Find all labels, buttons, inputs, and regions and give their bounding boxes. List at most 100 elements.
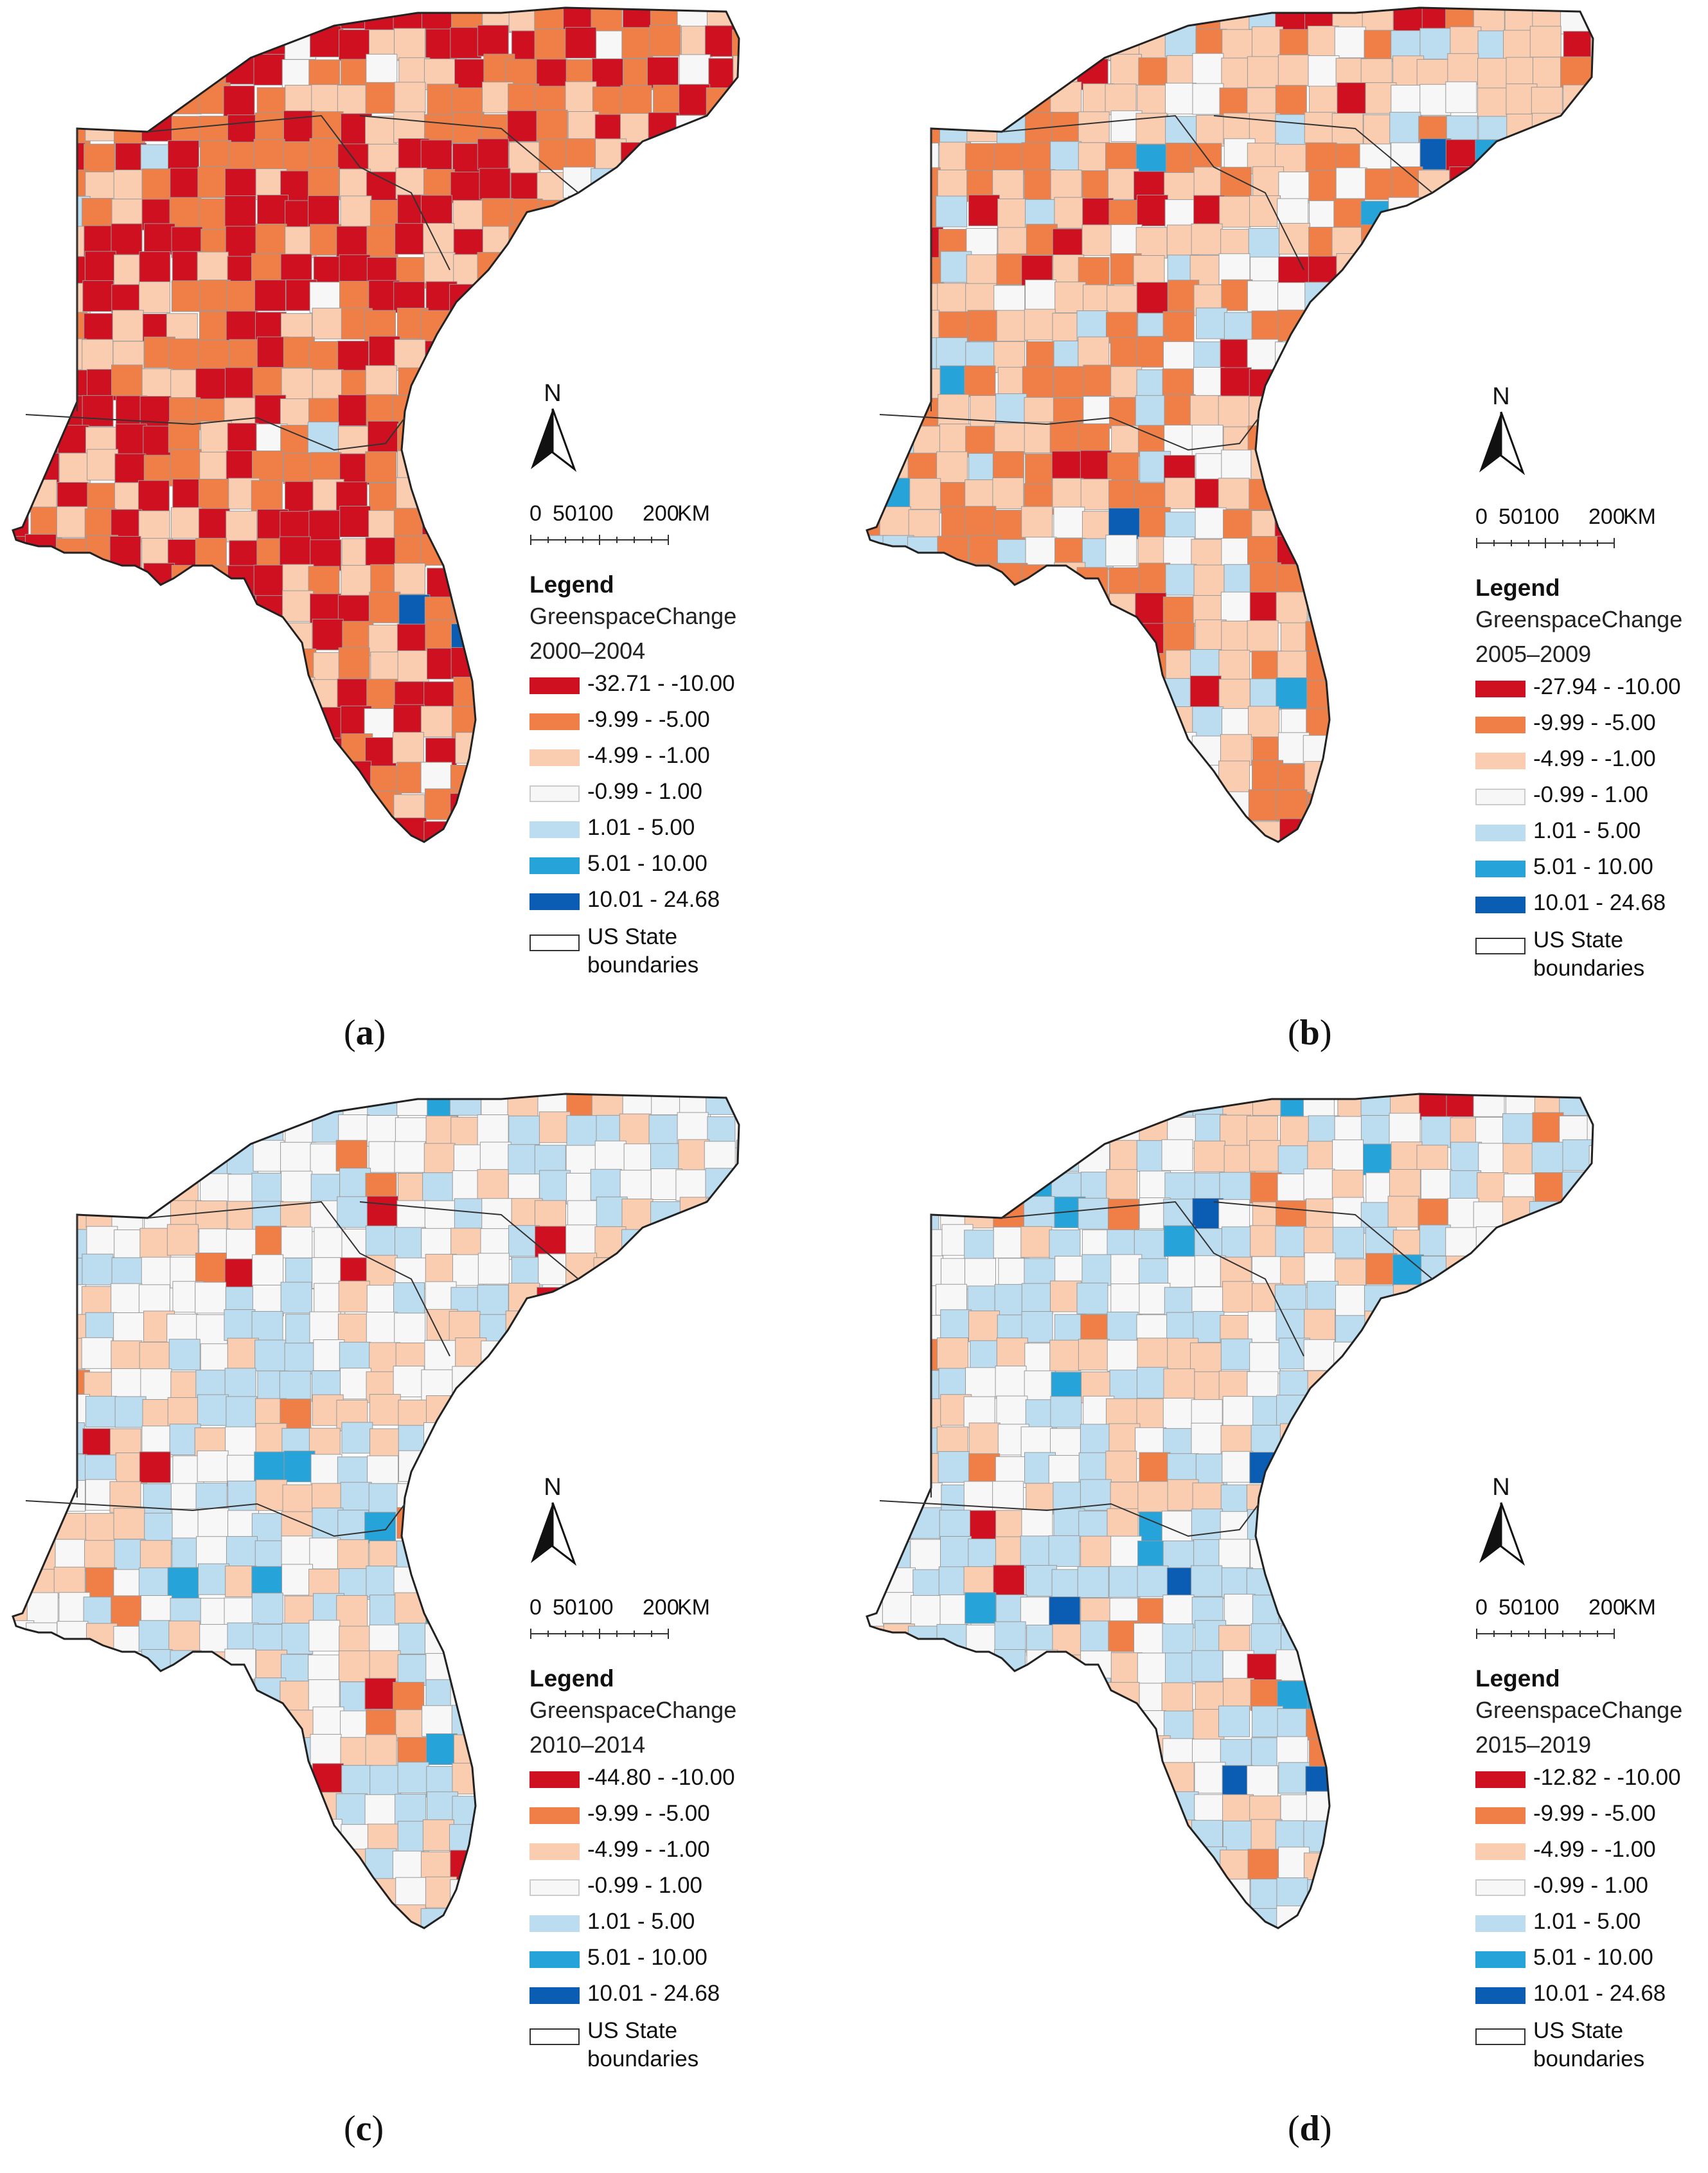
county-polygon xyxy=(882,1794,914,1826)
county-polygon xyxy=(879,82,911,114)
county-polygon xyxy=(1363,1481,1395,1514)
county-polygon xyxy=(1392,1652,1425,1685)
county-polygon xyxy=(965,425,997,458)
county-polygon xyxy=(224,1309,256,1341)
county-polygon xyxy=(964,365,996,397)
county-polygon xyxy=(1164,1820,1196,1852)
county-polygon xyxy=(884,1143,916,1175)
county-polygon xyxy=(538,1339,571,1371)
county-polygon xyxy=(450,1116,483,1149)
county-polygon xyxy=(593,1257,625,1289)
county-polygon xyxy=(1050,141,1082,173)
county-polygon xyxy=(13,1170,31,1202)
county-polygon xyxy=(13,1877,30,1909)
county-polygon xyxy=(508,84,540,116)
county-polygon xyxy=(13,450,33,482)
county-polygon xyxy=(1166,762,1198,794)
legend-item-boundary: US State boundaries xyxy=(1475,924,1707,985)
county-polygon xyxy=(111,26,143,58)
county-polygon xyxy=(172,1876,204,1908)
county-polygon xyxy=(1026,1848,1058,1881)
county-polygon xyxy=(709,1513,739,1545)
county-polygon xyxy=(229,1879,261,1911)
county-polygon xyxy=(481,539,513,571)
county-polygon xyxy=(909,87,941,119)
county-polygon xyxy=(30,1393,62,1426)
county-polygon xyxy=(1535,283,1567,315)
county-polygon xyxy=(1392,1395,1424,1427)
county-polygon xyxy=(479,364,512,397)
county-polygon xyxy=(707,1593,739,1625)
county-polygon xyxy=(427,568,459,600)
county-polygon xyxy=(86,1226,118,1258)
county-polygon xyxy=(225,706,257,738)
county-polygon xyxy=(336,849,367,880)
county-polygon xyxy=(965,1367,997,1399)
county-polygon xyxy=(1421,450,1453,482)
county-polygon xyxy=(1110,1140,1142,1172)
county-polygon xyxy=(1505,1094,1537,1118)
county-polygon xyxy=(1337,82,1369,114)
county-polygon xyxy=(1364,480,1396,512)
county-polygon xyxy=(82,789,114,821)
county-polygon xyxy=(910,1398,942,1430)
county-polygon xyxy=(449,1094,481,1116)
county-polygon xyxy=(168,1766,200,1798)
county-polygon xyxy=(13,1094,30,1117)
county-polygon xyxy=(1446,1708,1478,1740)
county-polygon xyxy=(1473,256,1506,289)
county-polygon xyxy=(1447,1394,1479,1426)
county-polygon xyxy=(1050,651,1082,683)
county-polygon xyxy=(1164,1881,1196,1913)
swatch-class-3 xyxy=(529,1843,580,1860)
county-polygon xyxy=(968,194,1000,226)
county-polygon xyxy=(619,1113,651,1145)
county-polygon xyxy=(138,1168,170,1201)
county-polygon xyxy=(623,1143,655,1176)
county-polygon xyxy=(1422,675,1454,708)
county-polygon xyxy=(1360,1114,1392,1147)
county-polygon xyxy=(13,335,32,368)
county-polygon xyxy=(13,1226,32,1258)
county-polygon xyxy=(55,1794,87,1827)
county-polygon xyxy=(111,1595,143,1627)
county-polygon xyxy=(704,422,736,454)
county-polygon xyxy=(1336,1932,1367,1963)
county-polygon xyxy=(393,1282,425,1314)
county-polygon xyxy=(365,1225,397,1257)
county-polygon xyxy=(1391,647,1423,679)
county-polygon xyxy=(909,167,941,199)
county-polygon xyxy=(198,339,230,371)
county-polygon xyxy=(172,621,204,653)
county-polygon xyxy=(1303,1094,1335,1118)
county-polygon xyxy=(1247,56,1279,88)
county-polygon xyxy=(114,1396,147,1428)
county-polygon xyxy=(907,197,939,229)
county-polygon xyxy=(911,26,943,58)
county-polygon xyxy=(993,56,1025,88)
county-polygon xyxy=(1080,1650,1112,1683)
county-polygon xyxy=(420,139,452,172)
county-polygon xyxy=(1137,817,1169,842)
legend-item: 5.01 - 10.00 xyxy=(1475,1942,1707,1978)
county-polygon xyxy=(736,139,739,171)
county-polygon xyxy=(564,1366,596,1399)
county-polygon xyxy=(1247,1765,1279,1797)
county-polygon xyxy=(170,82,202,114)
county-polygon xyxy=(139,1540,172,1572)
county-polygon xyxy=(26,1650,58,1682)
county-polygon xyxy=(170,1677,202,1709)
county-polygon xyxy=(114,765,146,798)
county-polygon xyxy=(368,624,400,656)
county-polygon xyxy=(510,1367,542,1399)
county-polygon xyxy=(283,791,315,823)
county-polygon xyxy=(1053,595,1085,627)
county-polygon xyxy=(995,849,1026,880)
county-polygon xyxy=(172,1848,204,1881)
county-polygon xyxy=(1535,1366,1567,1398)
county-polygon xyxy=(1138,57,1170,89)
county-polygon xyxy=(1364,253,1396,285)
county-polygon xyxy=(1391,1568,1423,1600)
county-polygon xyxy=(57,425,89,457)
county-polygon xyxy=(138,480,170,512)
